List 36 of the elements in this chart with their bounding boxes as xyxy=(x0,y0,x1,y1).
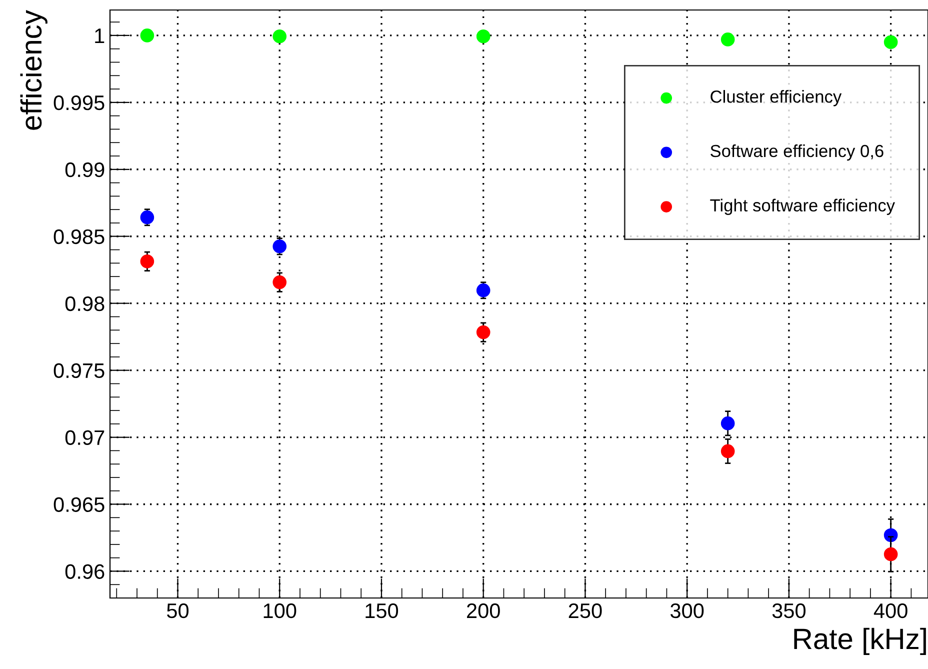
y-tick-label: 0.99 xyxy=(65,162,104,178)
point xyxy=(884,547,898,562)
point xyxy=(140,28,154,42)
point xyxy=(140,254,154,268)
x-tick-label: 300 xyxy=(670,603,704,618)
legend-label: Software efficiency 0,6 xyxy=(710,144,884,161)
y-tick-label: 0.965 xyxy=(54,497,104,512)
point xyxy=(272,29,287,44)
y-tick-label: 1 xyxy=(95,28,104,43)
x-tick-label: 400 xyxy=(874,603,908,618)
point xyxy=(884,35,898,50)
x-tick-label: 150 xyxy=(366,603,398,618)
y-tick-label: 0.97 xyxy=(65,430,104,446)
x-tick-label: 250 xyxy=(568,603,602,618)
x-tick-label: 350 xyxy=(772,603,806,618)
point xyxy=(720,32,735,46)
y-tick-label: 0.96 xyxy=(65,564,104,579)
point xyxy=(476,283,490,298)
x-axis-title: Rate [kHz] xyxy=(794,628,926,656)
point xyxy=(476,325,490,340)
x-tick-label: 200 xyxy=(467,603,500,618)
legend-label: Cluster efficiency xyxy=(710,90,842,106)
x-tick-label: 100 xyxy=(264,603,296,618)
y-axis-title: efficiency xyxy=(20,10,48,130)
point xyxy=(720,444,735,458)
legend-label: Tight software efficiency xyxy=(710,198,895,215)
y-tick-label: 0.985 xyxy=(54,229,104,244)
y-tick-label: 0.975 xyxy=(54,363,104,378)
point xyxy=(272,275,287,290)
y-tick-label: 0.995 xyxy=(54,95,104,110)
x-tick-label: 50 xyxy=(166,603,189,618)
point xyxy=(272,240,287,254)
point xyxy=(140,210,154,224)
point xyxy=(476,29,490,44)
y-tick-label: 0.98 xyxy=(65,296,104,312)
point xyxy=(720,416,735,430)
